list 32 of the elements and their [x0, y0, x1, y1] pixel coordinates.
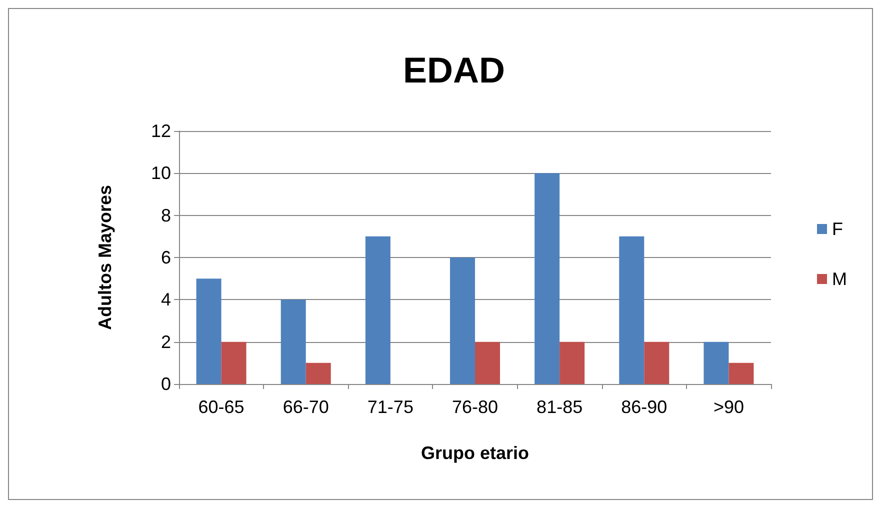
- x-tick-label: 66-70: [282, 397, 329, 417]
- bar: [365, 236, 390, 384]
- x-tick-label: 60-65: [198, 397, 244, 417]
- chart-title: EDAD: [402, 50, 506, 90]
- y-tick-label: 2: [160, 332, 171, 352]
- bar: [450, 258, 475, 384]
- x-tick-label: 81-85: [536, 397, 583, 417]
- bar: [619, 236, 644, 384]
- y-tick-label: 0: [160, 374, 171, 394]
- bar: [644, 342, 670, 384]
- bar: [196, 278, 222, 384]
- x-tick-label: >90: [713, 397, 744, 417]
- y-tick-label: 12: [150, 121, 171, 141]
- legend-label: M: [832, 269, 848, 289]
- bar: [560, 342, 585, 384]
- bar: [221, 342, 246, 384]
- x-tick-label: 86-90: [621, 397, 668, 417]
- y-tick-label: 8: [160, 205, 171, 226]
- bar: [704, 342, 729, 384]
- x-axis-title: Grupo etario: [420, 443, 530, 463]
- y-tick-label: 6: [160, 248, 171, 268]
- y-tick-label: 4: [160, 290, 171, 310]
- y-tick-label: 10: [150, 163, 171, 184]
- bar: [728, 362, 754, 384]
- x-tick-label: 71-75: [367, 397, 414, 417]
- bar: [280, 300, 306, 384]
- bar: [475, 342, 500, 384]
- bar: [306, 362, 331, 384]
- legend-label: F: [832, 219, 844, 239]
- x-tick-label: 76-80: [452, 397, 498, 417]
- y-axis-title: Adultos Mayores: [95, 184, 115, 330]
- bar: [534, 173, 560, 384]
